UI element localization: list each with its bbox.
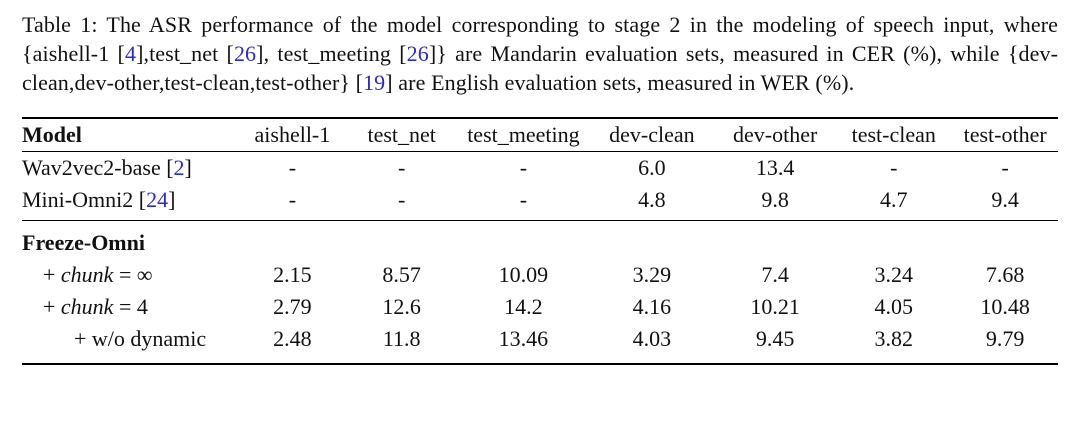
text-run: ], test_meeting [ [256,41,407,66]
column-header-test-meeting: test_meeting [467,122,580,147]
table-header: Model aishell-1 test_net test_meeting dev-cl… [22,118,1058,152]
text-run: + w/o dynamic [74,326,207,351]
column-header-aishell-1: aishell-1 [254,122,331,147]
value-cell [240,221,346,260]
text-run: ] [184,155,192,180]
value-cell: 10.21 [750,294,800,319]
value-cell: 4.05 [874,294,914,319]
model-cell: Wav2vec2-base [2] [22,152,240,185]
value-cell: - [519,187,528,212]
text-run: Freeze-Omni [22,230,145,255]
table-row: Wav2vec2-base [2] - - - 6.0 13.4 - - [22,152,1058,185]
model-cell: + w/o dynamic [22,323,240,364]
text-run: ] are English evaluation sets, measured … [385,70,855,95]
value-cell [589,221,715,260]
math-variable: chunk [60,294,114,319]
citation-ref[interactable]: 26 [233,41,257,66]
value-cell: 3.29 [632,262,672,287]
value-cell: 13.46 [498,326,549,351]
citation-ref[interactable]: 26 [406,41,429,66]
math-variable: chunk [60,262,114,287]
table-row: + chunk = ∞ 2.15 8.57 10.09 3.29 7.4 3.24 7.68 [22,259,1058,291]
table-body: Wav2vec2-base [2] - - -6.0 13.4- - Mini-Omni2 … [22,152,1058,365]
value-cell: - [1001,155,1009,180]
value-cell: 9.4 [991,187,1019,212]
column-header-test-net: test_net [367,122,436,147]
column-header-dev-clean: dev-clean [609,122,695,147]
column-header-test-other: test-other [963,122,1047,147]
value-cell: 10.48 [980,294,1030,319]
text-run: + [43,262,61,287]
value-cell: - [288,155,297,180]
table-caption: Table 1: The ASR performance of the mode… [22,10,1058,97]
text-run: Wav2vec2-base [ [22,155,174,180]
value-cell: 4.8 [638,187,666,212]
value-cell: 10.09 [498,262,549,287]
column-header-dev-other: dev-other [733,122,818,147]
value-cell: 2.79 [273,294,312,319]
table-row: Mini-Omni2 [24] - - - 4.8 9.8 4.7 9.4 [22,184,1058,221]
value-cell: 13.4 [755,155,795,180]
value-cell: 4.16 [632,294,672,319]
value-cell: - [519,155,528,180]
text-run: ],test_net [ [136,41,234,66]
text-run: Table 1: The ASR performance of the mode… [22,12,1058,66]
paper-page: Table 1: The ASR performance of the mode… [22,10,1058,365]
value-cell [715,221,835,260]
value-cell: 2.15 [273,262,312,287]
table-row: + w/o dynamic 2.48 11.8 13.46 4.03 9.45 3.82 9.… [22,323,1058,364]
value-cell [835,221,952,260]
value-cell: 12.6 [382,294,421,319]
model-cell: Freeze-Omni [22,221,240,260]
value-cell: 9.45 [755,326,795,351]
value-cell: 14.2 [504,294,543,319]
value-cell: - [890,155,898,180]
text-run: = 4 [113,294,148,319]
text-run: Mini-Omni2 [ [22,187,147,212]
value-cell: 8.57 [382,262,421,287]
value-cell: 7.68 [985,262,1025,287]
table-row: Freeze-Omni [22,221,1058,260]
value-cell: 4.7 [880,187,908,212]
value-cell [345,221,458,260]
text-run: + [43,294,61,319]
value-cell: 9.8 [761,187,789,212]
header-row: Model aishell-1 test_net test_meeting dev-cl… [22,118,1058,152]
value-cell: 2.48 [273,326,312,351]
text-run: ] [168,187,176,212]
value-cell: 7.4 [761,262,789,287]
text-run: = ∞ [113,262,153,287]
column-header-test-clean: test-clean [851,122,936,147]
citation-ref[interactable]: 2 [173,155,185,180]
value-cell: - [398,187,406,212]
column-header-model: Model [22,122,82,147]
value-cell: - [288,187,297,212]
model-cell: + chunk = 4 [22,291,240,323]
table-row: + chunk = 4 2.79 12.6 14.2 4.16 10.21 4.05 10.4… [22,291,1058,323]
value-cell: 11.8 [382,326,421,351]
value-cell [952,221,1058,260]
value-cell: 9.79 [985,326,1025,351]
value-cell: 4.03 [632,326,672,351]
asr-results-table: Model aishell-1 test_net test_meeting dev-cl… [22,117,1058,365]
model-cell: Mini-Omni2 [24] [22,184,240,221]
value-cell: - [398,155,406,180]
citation-ref[interactable]: 24 [146,187,169,212]
value-cell: 6.0 [638,155,666,180]
value-cell [458,221,589,260]
citation-ref[interactable]: 4 [124,41,137,66]
table-figure: Table 1: The ASR performance of the mode… [22,10,1058,365]
text-run: ]} are Mandarin evaluation sets, measure… [22,41,1058,95]
value-cell: 3.24 [874,262,914,287]
value-cell: 3.82 [874,326,914,351]
model-cell: + chunk = ∞ [22,259,240,291]
citation-ref[interactable]: 19 [363,70,386,95]
